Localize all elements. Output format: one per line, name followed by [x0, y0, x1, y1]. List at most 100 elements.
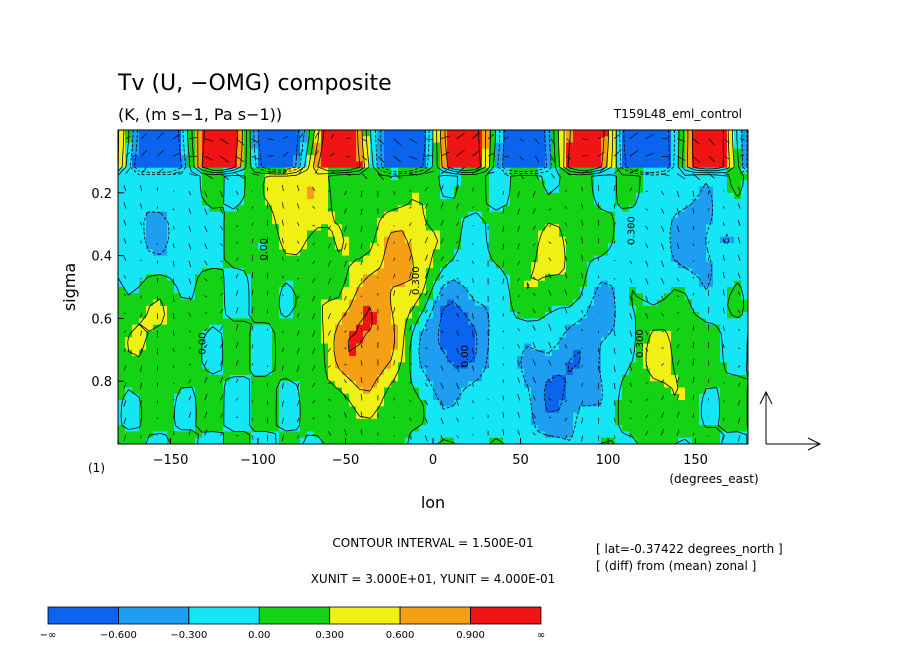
field-cell: [440, 406, 448, 414]
field-cell: [496, 217, 504, 225]
field-cell: [384, 192, 392, 200]
field-cell: [468, 192, 476, 200]
field-cell: [601, 217, 609, 225]
field-cell: [706, 268, 714, 276]
field-cell: [412, 387, 420, 395]
field-cell: [636, 155, 644, 162]
field-cell: [279, 425, 287, 433]
field-cell: [202, 387, 210, 395]
wind-vector: [692, 138, 701, 145]
field-cell: [720, 318, 728, 326]
field-cell: [629, 299, 637, 307]
field-cell: [713, 387, 721, 395]
field-cell: [377, 211, 385, 219]
field-cell: [636, 274, 644, 282]
field-cell: [195, 406, 203, 414]
wind-vector: [645, 330, 649, 336]
field-cell: [685, 349, 693, 357]
field-cell: [321, 161, 329, 169]
field-cell: [664, 393, 672, 401]
field-cell: [349, 255, 357, 263]
field-cell: [188, 268, 196, 276]
field-cell: [496, 186, 504, 194]
field-cell: [279, 186, 287, 194]
field-cell: [146, 406, 154, 414]
field-cell: [363, 230, 371, 238]
field-cell: [174, 368, 182, 376]
field-cell: [433, 268, 441, 276]
wind-vector: [456, 277, 459, 280]
field-cell: [321, 324, 329, 332]
field-cell: [174, 406, 182, 414]
field-cell: [678, 255, 686, 263]
field-cell: [307, 362, 315, 370]
field-cell: [524, 236, 532, 244]
field-cell: [167, 374, 175, 382]
field-cell: [622, 261, 630, 269]
field-cell: [734, 280, 742, 288]
field-cell: [272, 425, 280, 433]
field-cell: [216, 161, 224, 169]
field-cell: [622, 217, 630, 225]
field-cell: [314, 217, 322, 225]
field-cell: [468, 255, 476, 263]
field-cell: [279, 161, 287, 169]
field-cell: [195, 180, 203, 188]
field-cell: [685, 437, 693, 444]
field-cell: [384, 217, 392, 225]
field-cell: [573, 293, 581, 301]
field-cell: [615, 236, 623, 244]
field-cell: [545, 268, 553, 276]
field-cell: [286, 217, 294, 225]
field-cell: [279, 362, 287, 370]
field-cell: [433, 387, 441, 395]
field-cell: [188, 199, 196, 206]
field-cell: [552, 217, 560, 225]
field-cell: [440, 255, 448, 263]
field-cell: [384, 418, 392, 426]
field-cell: [517, 418, 525, 426]
field-cell: [300, 224, 308, 232]
wind-vector: [220, 208, 224, 214]
field-cell: [510, 387, 518, 395]
field-cell: [188, 400, 196, 407]
field-cell: [195, 261, 203, 269]
field-cell: [328, 261, 336, 269]
field-cell: [419, 330, 427, 338]
field-cell: [188, 305, 196, 313]
field-cell: [398, 148, 406, 156]
field-cell: [671, 180, 679, 188]
field-cell: [321, 412, 329, 420]
field-cell: [545, 299, 553, 307]
field-cell: [433, 224, 441, 232]
field-cell: [482, 368, 490, 376]
field-cell: [650, 393, 658, 401]
field-cell: [594, 211, 602, 219]
field-cell: [426, 418, 434, 426]
field-cell: [594, 199, 602, 206]
field-cell: [118, 243, 126, 250]
wind-vector: [123, 202, 127, 209]
wind-vector: [172, 348, 175, 352]
field-cell: [153, 274, 161, 282]
contour-lines: [118, 130, 748, 444]
field-cell: [153, 425, 161, 433]
field-cell: [664, 287, 672, 294]
wind-vector: [440, 294, 444, 297]
field-cell: [524, 425, 532, 433]
field-cell: [237, 217, 245, 225]
field-cell: [594, 337, 602, 345]
wind-vector: [312, 330, 316, 338]
field-cell: [720, 192, 728, 200]
field-cell: [258, 155, 266, 162]
field-cell: [230, 192, 238, 200]
field-cell: [321, 130, 329, 137]
field-cell: [699, 180, 707, 188]
field-cell: [356, 173, 364, 181]
field-cell: [503, 425, 511, 433]
field-cell: [244, 362, 252, 370]
field-cell: [671, 374, 679, 382]
wind-vector: [517, 295, 520, 298]
wind-vector: [251, 138, 260, 144]
field-cell: [209, 287, 217, 294]
